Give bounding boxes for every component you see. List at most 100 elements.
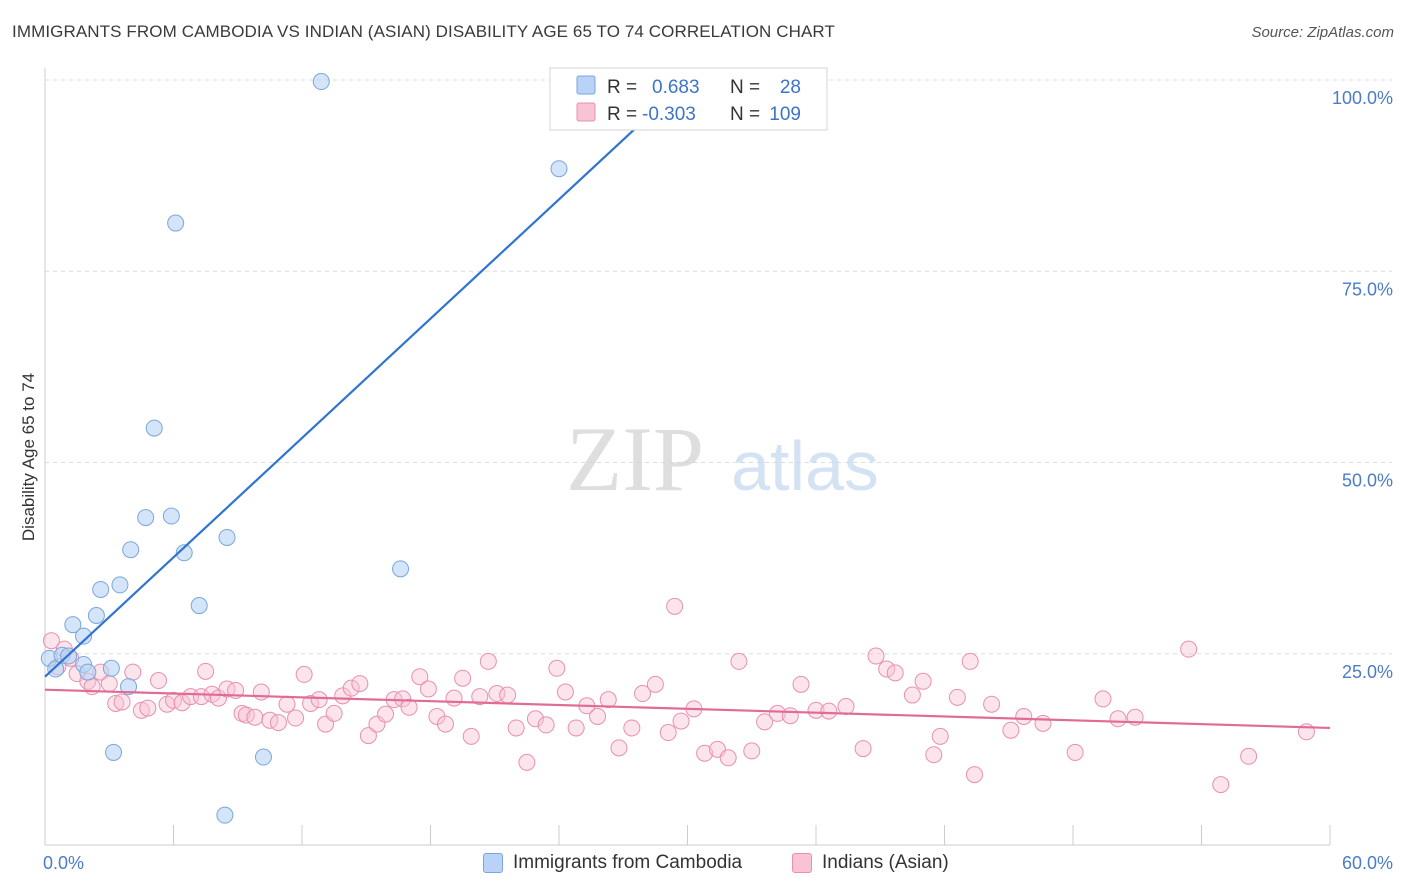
series-immigrants-cambodia bbox=[40, 73, 619, 824]
x-tick-label: 60.0% bbox=[1342, 853, 1393, 873]
data-point-cambodia bbox=[550, 160, 568, 178]
data-point-indians-asian bbox=[302, 694, 320, 712]
data-point-cambodia bbox=[162, 507, 180, 525]
data-point-indians-asian bbox=[400, 698, 418, 716]
legend-n-value-2: 109 bbox=[769, 104, 801, 125]
data-point-indians-asian bbox=[1066, 743, 1084, 761]
data-point-indians-asian bbox=[1180, 640, 1198, 658]
y-tick-label: 75.0% bbox=[1342, 279, 1393, 299]
data-point-cambodia bbox=[312, 73, 330, 91]
data-point-indians-asian bbox=[719, 749, 737, 767]
data-point-cambodia bbox=[190, 597, 208, 615]
data-point-indians-asian bbox=[295, 665, 313, 683]
data-point-cambodia bbox=[175, 544, 193, 562]
data-point-indians-asian bbox=[589, 707, 607, 725]
x-tick-label: 0.0% bbox=[43, 853, 84, 873]
data-point-indians-asian bbox=[599, 691, 617, 709]
watermark-atlas: atlas bbox=[731, 427, 879, 505]
data-point-indians-asian bbox=[246, 708, 264, 726]
legend-n-label-2: N = bbox=[730, 104, 760, 125]
data-point-indians-asian bbox=[537, 716, 555, 734]
data-point-cambodia bbox=[145, 419, 163, 437]
data-point-indians-asian bbox=[124, 663, 142, 681]
y-tick-label: 50.0% bbox=[1342, 471, 1393, 491]
data-point-cambodia bbox=[216, 806, 234, 824]
data-point-indians-asian bbox=[488, 685, 506, 703]
trend-line-indians-asian bbox=[44, 688, 1331, 730]
chart-title: IMMIGRANTS FROM CAMBODIA VS INDIAN (ASIA… bbox=[12, 22, 835, 41]
data-point-indians-asian bbox=[368, 715, 386, 733]
data-point-indians-asian bbox=[623, 719, 641, 737]
data-point-indians-asian bbox=[867, 647, 885, 665]
legend-r-label-2: R = bbox=[607, 104, 637, 125]
data-point-cambodia bbox=[122, 541, 140, 559]
legend-box: R = 0.683 N = 28 R = -0.303 N = 109 bbox=[549, 67, 828, 131]
data-point-indians-asian bbox=[903, 686, 921, 704]
data-point-indians-asian bbox=[107, 694, 125, 712]
data-point-indians-asian bbox=[132, 701, 150, 719]
data-point-indians-asian bbox=[377, 705, 395, 723]
data-point-indians-asian bbox=[499, 686, 517, 704]
data-point-indians-asian bbox=[359, 727, 377, 745]
data-point-indians-asian bbox=[666, 597, 684, 615]
data-point-indians-asian bbox=[925, 746, 943, 764]
y-axis-label: Disability Age 65 to 74 bbox=[19, 373, 38, 541]
data-point-indians-asian bbox=[961, 652, 979, 670]
y-tick-labels: 25.0% 50.0% 75.0% 100.0% bbox=[1332, 88, 1393, 682]
data-point-indians-asian bbox=[837, 698, 855, 716]
data-point-indians-asian bbox=[526, 710, 544, 728]
data-point-indians-asian bbox=[351, 675, 369, 693]
data-point-indians-asian bbox=[42, 632, 60, 650]
data-point-indians-asian bbox=[100, 675, 118, 693]
data-point-indians-asian bbox=[659, 724, 677, 742]
data-point-cambodia bbox=[105, 743, 123, 761]
data-point-indians-asian bbox=[548, 659, 566, 677]
data-point-cambodia bbox=[102, 659, 120, 677]
data-point-cambodia bbox=[167, 214, 185, 232]
data-point-indians-asian bbox=[931, 727, 949, 745]
data-point-indians-asian bbox=[820, 702, 838, 720]
data-point-cambodia bbox=[75, 627, 93, 645]
data-point-indians-asian bbox=[556, 683, 574, 701]
data-point-cambodia bbox=[111, 576, 129, 594]
series-indians-asian bbox=[42, 597, 1315, 794]
data-point-indians-asian bbox=[792, 675, 810, 693]
data-point-indians-asian bbox=[634, 685, 652, 703]
data-point-indians-asian bbox=[768, 704, 786, 722]
data-point-indians-asian bbox=[454, 669, 472, 687]
data-point-indians-asian bbox=[730, 652, 748, 670]
legend-swatch-blue bbox=[576, 75, 596, 95]
data-point-indians-asian bbox=[610, 739, 628, 757]
data-point-indians-asian bbox=[854, 740, 872, 758]
data-point-indians-asian bbox=[672, 712, 690, 730]
legend-r-value-2: -0.303 bbox=[642, 104, 696, 125]
data-point-indians-asian bbox=[518, 753, 536, 771]
data-point-indians-asian bbox=[197, 662, 215, 680]
data-point-indians-asian bbox=[781, 707, 799, 725]
data-point-cambodia bbox=[47, 660, 65, 678]
data-point-indians-asian bbox=[192, 688, 210, 706]
data-point-indians-asian bbox=[325, 704, 343, 722]
data-point-indians-asian bbox=[914, 672, 932, 690]
data-point-indians-asian bbox=[807, 701, 825, 719]
data-point-cambodia bbox=[79, 663, 97, 681]
data-point-indians-asian bbox=[1094, 690, 1112, 708]
data-point-indians-asian bbox=[646, 675, 664, 693]
trend-lines bbox=[44, 79, 1331, 730]
x-tick-labels: 0.0% 60.0% bbox=[43, 853, 1393, 873]
data-point-indians-asian bbox=[436, 715, 454, 733]
source-note: Source: ZipAtlas.com bbox=[1251, 24, 1394, 41]
data-point-indians-asian bbox=[479, 652, 497, 670]
data-point-cambodia bbox=[64, 616, 82, 634]
data-point-indians-asian bbox=[113, 693, 131, 711]
data-point-indians-asian bbox=[948, 688, 966, 706]
legend-item-indians: Indians (Asian) bbox=[792, 852, 949, 874]
data-point-indians-asian bbox=[287, 709, 305, 727]
data-point-indians-asian bbox=[139, 699, 157, 717]
legend-swatch-cambodia bbox=[483, 853, 503, 873]
data-point-cambodia bbox=[254, 748, 272, 766]
data-point-indians-asian bbox=[218, 680, 236, 698]
data-point-indians-asian bbox=[965, 766, 983, 784]
data-point-indians-asian bbox=[269, 714, 287, 732]
